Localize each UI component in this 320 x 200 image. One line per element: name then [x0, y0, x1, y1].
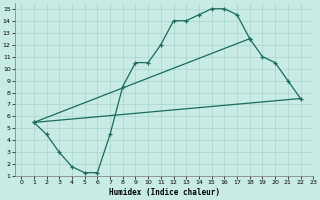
- X-axis label: Humidex (Indice chaleur): Humidex (Indice chaleur): [108, 188, 220, 197]
